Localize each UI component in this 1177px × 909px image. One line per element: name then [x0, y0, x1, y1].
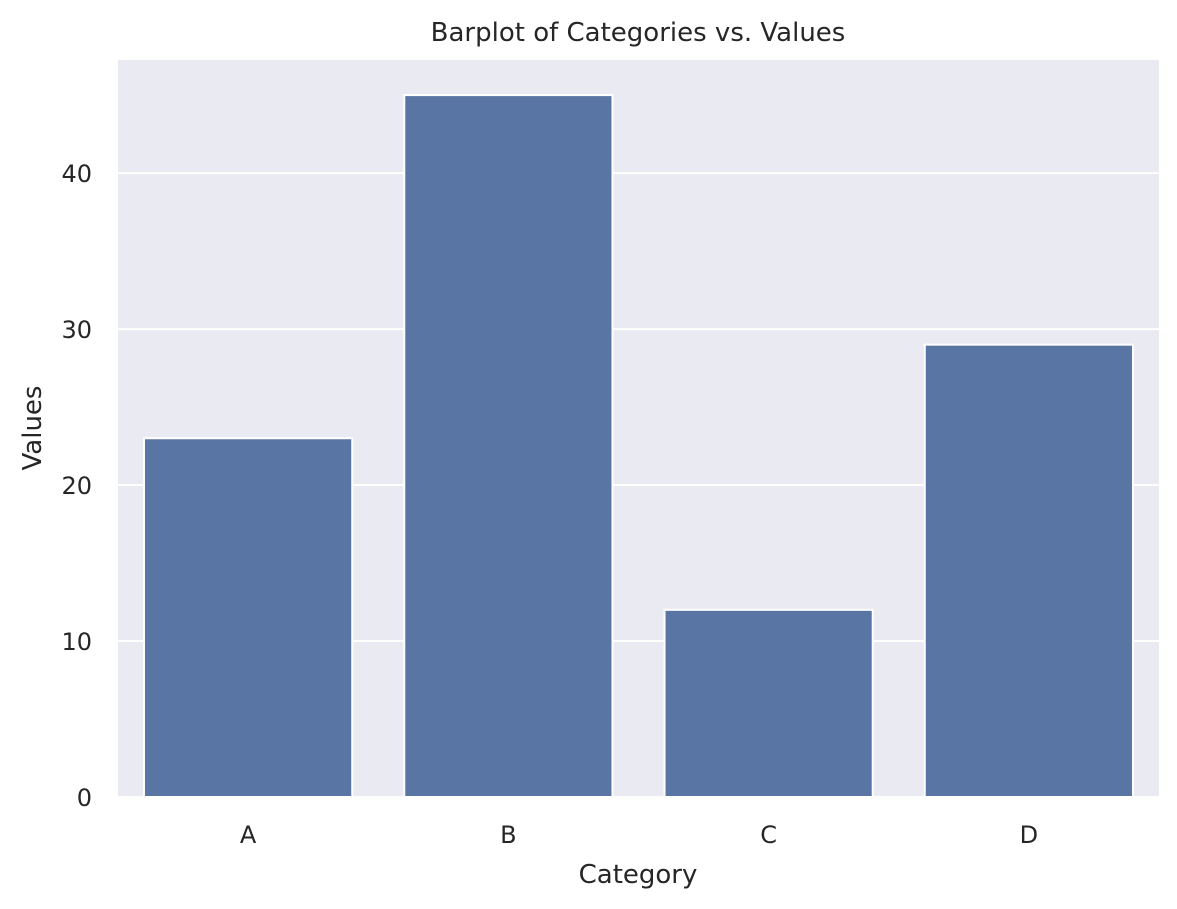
- x-tick-labels: A B C D: [240, 821, 1038, 849]
- bar-b: [403, 94, 614, 799]
- bar-d: [923, 343, 1134, 798]
- bar-a: [143, 437, 354, 798]
- y-tick-label: 40: [61, 160, 92, 188]
- y-axis-label: Values: [18, 386, 48, 471]
- y-tick-label: 20: [61, 472, 92, 500]
- y-tick-label: 0: [77, 784, 92, 812]
- chart-title: Barplot of Categories vs. Values: [431, 18, 846, 48]
- x-tick-label: C: [760, 821, 777, 849]
- x-tick-label: B: [500, 821, 516, 849]
- y-tick-label: 30: [61, 316, 92, 344]
- x-axis-label: Category: [579, 860, 698, 890]
- x-tick-label: D: [1020, 821, 1038, 849]
- bars: [143, 94, 1134, 799]
- y-tick-labels: 0 10 20 30 40: [61, 160, 92, 812]
- x-tick-label: A: [240, 821, 257, 849]
- y-tick-label: 10: [61, 628, 92, 656]
- bar-c: [663, 608, 874, 798]
